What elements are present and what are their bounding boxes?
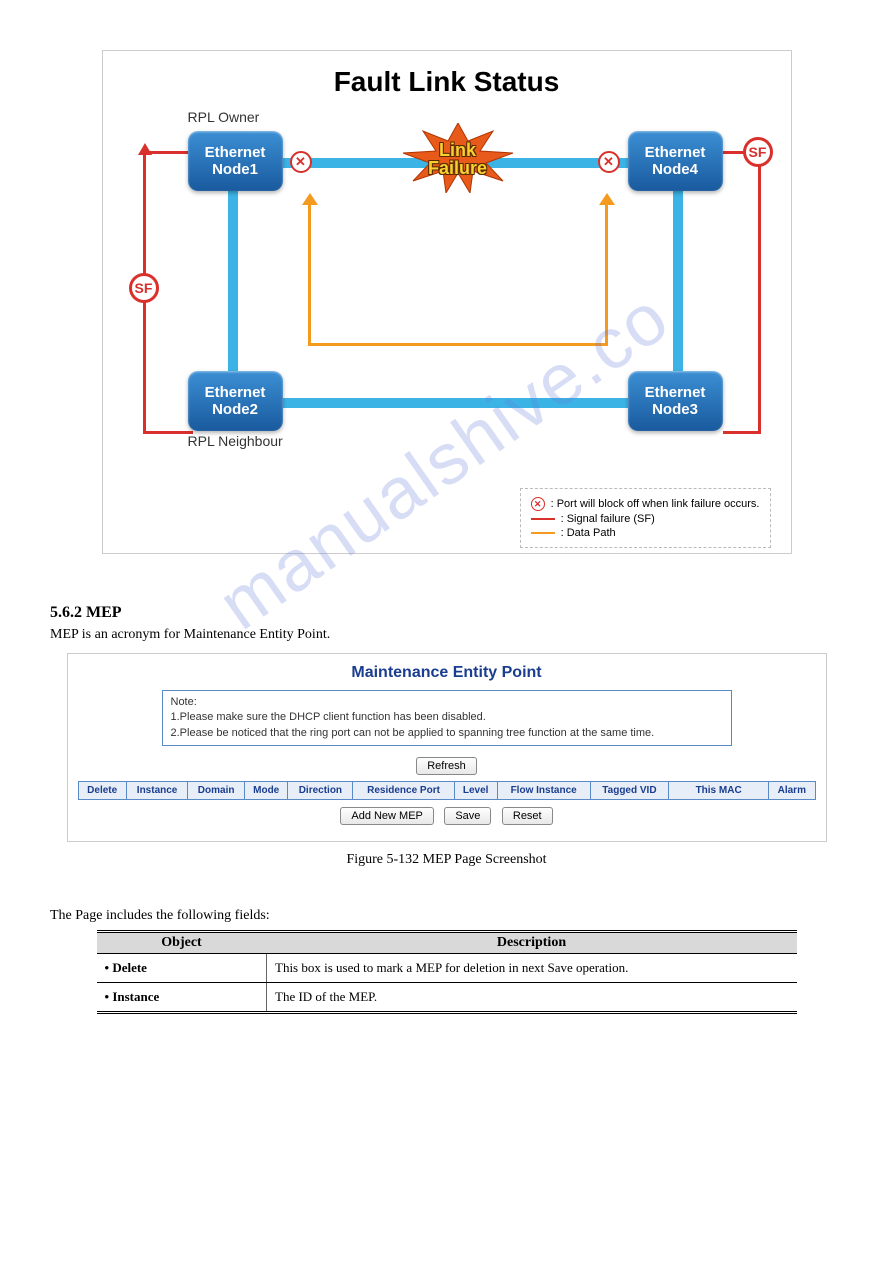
node3-line2: Node3	[652, 401, 698, 418]
blue-line-bottom	[283, 398, 628, 408]
section-desc: MEP is an acronym for Maintenance Entity…	[50, 627, 843, 643]
col-level: Level	[454, 782, 497, 800]
mep-header-row: Delete Instance Domain Mode Direction Re…	[78, 782, 815, 800]
col-this-mac: This MAC	[669, 782, 769, 800]
red-line-left-bot	[143, 431, 193, 434]
blue-line-left	[228, 188, 238, 373]
params-row-instance: • Instance The ID of the MEP.	[97, 983, 797, 1013]
th-description: Description	[267, 932, 797, 954]
legend-row-sf: : Signal failure (SF)	[531, 513, 760, 525]
orange-line-h	[308, 343, 608, 346]
mep-panel: Maintenance Entity Point Note: 1.Please …	[67, 653, 827, 842]
refresh-row: Refresh	[78, 756, 816, 775]
node4-line1: Ethernet	[645, 144, 706, 161]
node1-line1: Ethernet	[205, 144, 266, 161]
col-instance: Instance	[126, 782, 187, 800]
note-2: 2.Please be noticed that the ring port c…	[171, 726, 723, 741]
cell-instance-desc: The ID of the MEP.	[267, 983, 797, 1013]
node2: Ethernet Node2	[188, 371, 283, 431]
sf-badge-left: SF	[129, 273, 159, 303]
link-failure-text: Link Failure	[398, 141, 518, 177]
x-badge-right: ✕	[598, 151, 620, 173]
refresh-button[interactable]: Refresh	[416, 757, 477, 775]
legend-block-text: : Port will block off when link failure …	[551, 498, 760, 510]
arrow-up-red-left	[138, 143, 152, 157]
col-domain: Domain	[188, 782, 245, 800]
diagram-title: Fault Link Status	[118, 66, 776, 98]
legend-x-icon: ✕	[531, 497, 545, 511]
legend-data-text: : Data Path	[561, 527, 616, 539]
col-direction: Direction	[288, 782, 353, 800]
params-table: Object Description • Delete This box is …	[97, 930, 797, 1014]
node4: Ethernet Node4	[628, 131, 723, 191]
action-row: Add New MEP Save Reset	[78, 806, 816, 825]
arrow-up-orange-right	[599, 193, 615, 207]
sf-badge-right: SF	[743, 137, 773, 167]
blue-line-right	[673, 188, 683, 373]
node3-line1: Ethernet	[645, 384, 706, 401]
diagram-area: RPL Owner RPL Neighbour Ethernet Node1 E…	[118, 103, 776, 543]
note-label: Note:	[171, 695, 723, 710]
save-button[interactable]: Save	[444, 807, 491, 825]
col-mode: Mode	[244, 782, 288, 800]
arrow-up-orange-left	[302, 193, 318, 207]
section-heading: 5.6.2 MEP	[50, 604, 843, 622]
node3: Ethernet Node3	[628, 371, 723, 431]
legend-orangeline-icon	[531, 532, 555, 534]
params-row-delete: • Delete This box is used to mark a MEP …	[97, 954, 797, 983]
node1-line2: Node1	[212, 161, 258, 178]
col-alarm: Alarm	[769, 782, 815, 800]
legend-redline-icon	[531, 518, 555, 520]
col-residence-port: Residence Port	[353, 782, 454, 800]
node4-line2: Node4	[652, 161, 698, 178]
rpl-neighbour-label: RPL Neighbour	[188, 433, 283, 449]
red-line-right-bot	[723, 431, 761, 434]
legend-row-data: : Data Path	[531, 527, 760, 539]
cell-instance-obj: • Instance	[97, 983, 267, 1013]
legend-box: ✕ : Port will block off when link failur…	[520, 488, 771, 548]
node1: Ethernet Node1	[188, 131, 283, 191]
cell-delete-desc: This box is used to mark a MEP for delet…	[267, 954, 797, 983]
reset-button[interactable]: Reset	[502, 807, 553, 825]
legend-sf-text: : Signal failure (SF)	[561, 513, 655, 525]
col-flow-instance: Flow Instance	[497, 782, 590, 800]
note-box: Note: 1.Please make sure the DHCP client…	[162, 690, 732, 746]
legend-row-block: ✕ : Port will block off when link failur…	[531, 497, 760, 511]
params-heading: The Page includes the following fields:	[50, 908, 843, 924]
mep-table: Delete Instance Domain Mode Direction Re…	[78, 781, 816, 800]
x-badge-left: ✕	[290, 151, 312, 173]
orange-line-left	[308, 203, 311, 345]
mep-title: Maintenance Entity Point	[78, 664, 816, 682]
cell-delete-obj: • Delete	[97, 954, 267, 983]
node2-line2: Node2	[212, 401, 258, 418]
rpl-owner-label: RPL Owner	[188, 109, 260, 125]
orange-line-right	[605, 203, 608, 345]
node2-line1: Ethernet	[205, 384, 266, 401]
params-header-row: Object Description	[97, 932, 797, 954]
note-1: 1.Please make sure the DHCP client funct…	[171, 710, 723, 725]
add-new-mep-button[interactable]: Add New MEP	[340, 807, 434, 825]
col-tagged-vid: Tagged VID	[590, 782, 668, 800]
col-delete: Delete	[78, 782, 126, 800]
params-section: The Page includes the following fields: …	[50, 908, 843, 1014]
red-line-right-v	[758, 153, 761, 433]
figure-label: Figure 5-132 MEP Page Screenshot	[50, 852, 843, 868]
th-object: Object	[97, 932, 267, 954]
fault-link-diagram: Fault Link Status RPL Owner RPL Neighbou…	[102, 50, 792, 554]
